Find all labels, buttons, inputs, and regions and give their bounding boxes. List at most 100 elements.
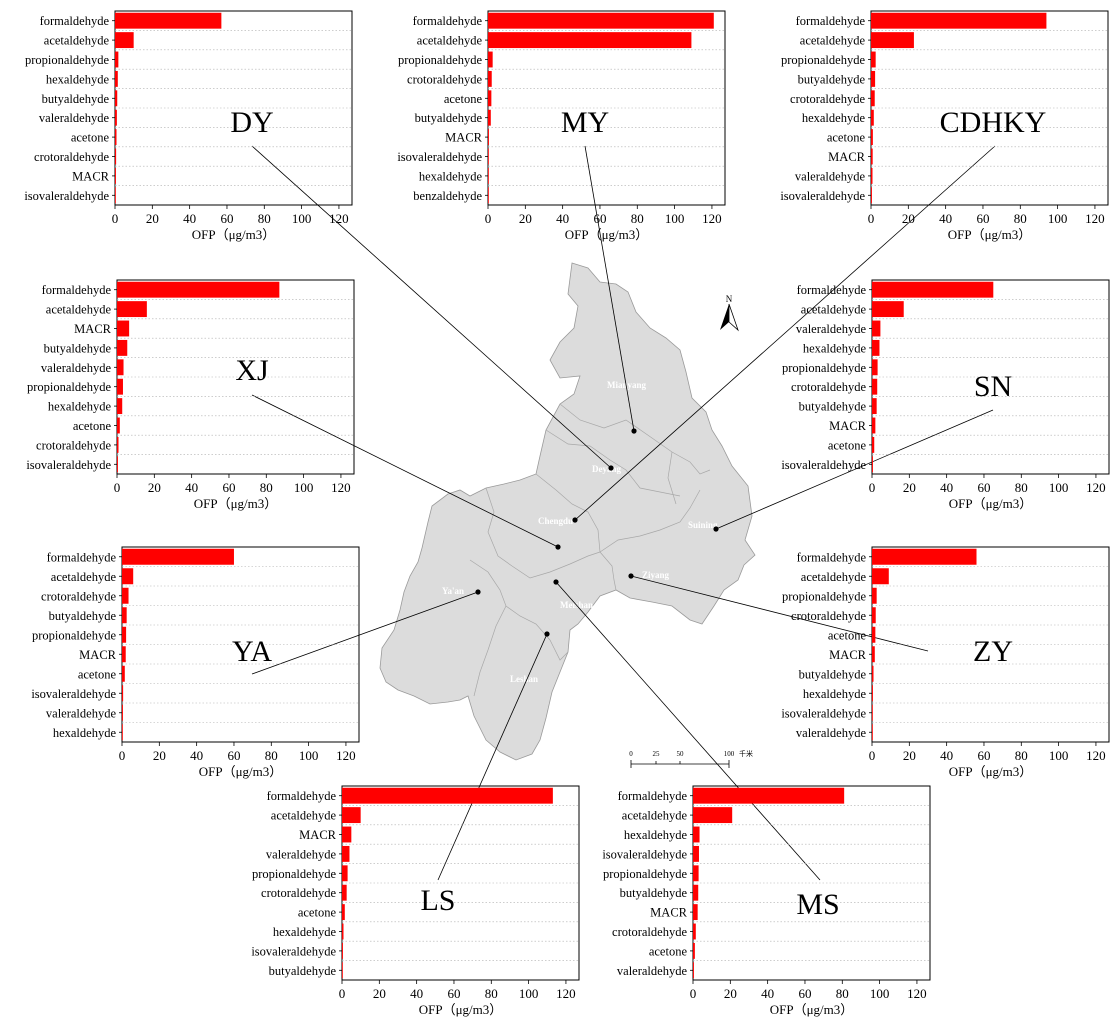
category-label: acetone [298,906,337,920]
category-label: isovaleraldehyde [781,458,866,472]
bar-hexaldehyde [871,109,874,126]
north-label: N [726,294,733,304]
category-label: acetone [649,944,688,958]
category-label: crotoraldehyde [34,150,109,164]
x-tick-label: 80 [258,211,271,226]
site-label-zy: ZY [973,635,1013,668]
bar-butyaldehyde [693,884,699,901]
x-tick-label: 40 [761,986,774,1001]
x-axis-label: OFP（μg/m3） [949,764,1033,779]
x-tick-label: 80 [265,748,278,763]
x-tick-label: 40 [410,986,423,1001]
x-tick-label: 120 [1085,211,1105,226]
category-label: acetone [827,131,866,145]
bar-acetone [872,626,876,643]
category-label: MACR [72,169,109,183]
category-label: acetone [71,131,110,145]
bar-propionaldehyde [342,865,348,882]
x-tick-label: 0 [112,211,119,226]
category-label: MACR [299,828,336,842]
scale-unit: 千米 [739,749,753,758]
bar-valeraldehyde [117,359,124,376]
x-tick-label: 0 [869,748,876,763]
bar-crotoraldehyde [488,70,492,87]
category-label: propionaldehyde [782,361,866,375]
x-axis-label: OFP（μg/m3） [565,227,649,242]
bar-isovaleraldehyde [122,685,124,702]
bar-formaldehyde [872,281,994,298]
map-outline [379,262,756,761]
x-tick-label: 0 [869,480,876,495]
x-tick-label: 60 [977,480,990,495]
scale-tick-25: 25 [653,750,661,758]
category-label: hexaldehyde [803,341,867,355]
site-label-sn: SN [974,370,1012,403]
x-tick-label: 20 [153,748,166,763]
bar-acetone [488,90,492,107]
x-axis-label: OFP（μg/m3） [948,227,1032,242]
connector-zy [630,575,929,652]
bar-acetone [871,129,873,146]
x-tick-label: 40 [939,211,952,226]
category-label: acetaldehyde [801,303,867,317]
category-label: formaldehyde [618,789,688,803]
bar-acetone [693,942,695,959]
scale-bar: 0 25 50 100 千米 [629,749,753,768]
x-axis-label: OFP（μg/m3） [770,1002,854,1017]
x-tick-label: 80 [1015,748,1028,763]
bar-propionaldehyde [115,51,119,68]
x-axis-label: OFP（μg/m3） [194,496,278,511]
bar-acetone [122,665,125,682]
map-district-lines [469,403,711,697]
bar-acetaldehyde [488,32,692,49]
category-label: isovaleraldehyde [251,944,336,958]
bar-hexaldehyde [122,724,123,741]
bar-isovaleraldehyde [872,704,873,721]
bar-acetaldehyde [342,807,361,824]
category-label: valeraldehyde [796,322,867,336]
chart-zy: formaldehyde acetaldehyde propionaldehyde c… [781,546,1110,779]
chart-dy: formaldehyde acetaldehyde propionaldehyde h… [24,10,353,242]
bar-valeraldehyde [342,845,350,862]
category-label: formaldehyde [40,14,110,28]
category-label: butyaldehyde [799,667,867,681]
bar-MACR [342,826,352,843]
category-label: acetaldehyde [271,809,337,823]
bar-isovaleraldehyde [872,456,873,473]
connector-my [584,145,635,432]
x-tick-label: 60 [447,986,460,1001]
category-label: hexaldehyde [803,687,867,701]
bar-hexaldehyde [872,339,880,356]
chart-xj: formaldehyde acetaldehyde MACR butyaldehyde… [26,279,355,511]
connector-lines [251,145,996,881]
bar-propionaldehyde [488,51,493,68]
x-tick-label: 100 [1049,748,1069,763]
x-tick-label: 100 [665,211,685,226]
x-tick-label: 20 [148,480,161,495]
x-tick-label: 40 [940,748,953,763]
x-tick-label: 80 [836,986,849,1001]
category-label: formaldehyde [796,14,866,28]
category-label: crotoraldehyde [36,438,111,452]
x-tick-label: 80 [1015,480,1028,495]
category-label: isovaleraldehyde [31,687,116,701]
bar-isovaleraldehyde [871,187,872,204]
category-label: crotoraldehyde [790,92,865,106]
site-point-ls [544,631,550,637]
category-label: acetone [73,419,112,433]
x-tick-label: 20 [519,211,532,226]
category-label: hexaldehyde [624,828,688,842]
connector-xj [251,394,559,548]
category-label: hexaldehyde [48,400,112,414]
connector-dy [251,145,612,469]
city-label-suining: Suining [688,520,718,530]
x-tick-label: 0 [485,211,492,226]
city-label-deyang: Deyang [592,464,621,474]
x-tick-label: 60 [798,986,811,1001]
category-label: butyaldehyde [798,72,866,86]
bar-crotoraldehyde [872,607,876,624]
category-label: MACR [829,648,866,662]
category-label: isovaleraldehyde [24,189,109,203]
category-label: acetone [828,438,867,452]
